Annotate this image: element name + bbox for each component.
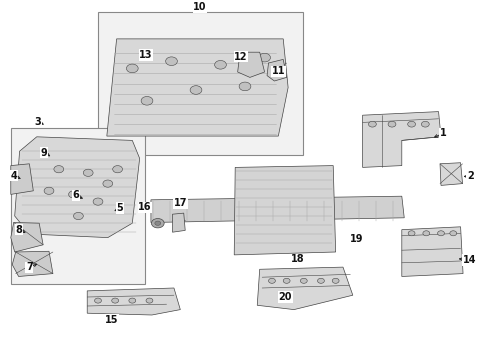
Polygon shape bbox=[440, 163, 463, 185]
Text: 3: 3 bbox=[35, 117, 42, 127]
Text: 12: 12 bbox=[234, 52, 248, 62]
Circle shape bbox=[93, 198, 103, 205]
Polygon shape bbox=[238, 52, 265, 77]
Circle shape bbox=[408, 121, 416, 127]
Polygon shape bbox=[151, 196, 404, 222]
Polygon shape bbox=[15, 137, 140, 238]
Text: 20: 20 bbox=[278, 292, 292, 302]
Polygon shape bbox=[11, 164, 33, 194]
Circle shape bbox=[95, 298, 101, 303]
Circle shape bbox=[126, 64, 138, 73]
Polygon shape bbox=[234, 166, 336, 255]
Circle shape bbox=[155, 221, 161, 225]
Circle shape bbox=[113, 166, 122, 173]
Text: 13: 13 bbox=[139, 50, 153, 60]
Polygon shape bbox=[107, 39, 288, 136]
Text: 1: 1 bbox=[440, 128, 447, 138]
Circle shape bbox=[421, 121, 429, 127]
Text: 11: 11 bbox=[271, 66, 285, 76]
Circle shape bbox=[450, 231, 457, 236]
Polygon shape bbox=[172, 213, 185, 232]
Circle shape bbox=[190, 86, 202, 94]
Polygon shape bbox=[257, 267, 353, 310]
Circle shape bbox=[423, 231, 430, 236]
Text: 6: 6 bbox=[73, 190, 79, 201]
Circle shape bbox=[69, 191, 78, 198]
Circle shape bbox=[332, 278, 339, 283]
Circle shape bbox=[269, 278, 275, 283]
Bar bbox=[98, 12, 303, 155]
Text: 8: 8 bbox=[15, 225, 22, 235]
Text: 2: 2 bbox=[467, 171, 474, 181]
Bar bbox=[11, 128, 145, 284]
Circle shape bbox=[141, 96, 153, 105]
Text: 4: 4 bbox=[10, 171, 17, 181]
Polygon shape bbox=[267, 59, 287, 81]
Polygon shape bbox=[11, 222, 43, 252]
Circle shape bbox=[438, 231, 444, 236]
Circle shape bbox=[259, 53, 270, 62]
Circle shape bbox=[318, 278, 324, 283]
Text: 18: 18 bbox=[291, 254, 305, 264]
Circle shape bbox=[74, 212, 83, 220]
Circle shape bbox=[166, 57, 177, 66]
Circle shape bbox=[300, 278, 307, 283]
Circle shape bbox=[408, 231, 415, 236]
Text: 15: 15 bbox=[105, 315, 119, 325]
Circle shape bbox=[215, 60, 226, 69]
Text: 9: 9 bbox=[41, 148, 48, 158]
Circle shape bbox=[239, 82, 251, 91]
Circle shape bbox=[112, 298, 119, 303]
Text: 5: 5 bbox=[117, 203, 123, 213]
Circle shape bbox=[388, 121, 396, 127]
Polygon shape bbox=[363, 112, 441, 167]
Circle shape bbox=[368, 121, 376, 127]
Text: 14: 14 bbox=[463, 255, 476, 265]
Circle shape bbox=[146, 298, 153, 303]
Circle shape bbox=[151, 219, 164, 228]
Polygon shape bbox=[12, 251, 53, 276]
Text: 19: 19 bbox=[350, 234, 364, 244]
Text: 7: 7 bbox=[26, 262, 33, 272]
Polygon shape bbox=[402, 227, 463, 276]
Text: 16: 16 bbox=[138, 202, 152, 212]
Text: 17: 17 bbox=[173, 198, 187, 208]
Circle shape bbox=[83, 169, 93, 176]
Circle shape bbox=[54, 166, 64, 173]
Circle shape bbox=[129, 298, 136, 303]
Text: 10: 10 bbox=[193, 2, 207, 12]
Circle shape bbox=[283, 278, 290, 283]
Circle shape bbox=[103, 180, 113, 187]
Polygon shape bbox=[87, 288, 180, 315]
Circle shape bbox=[44, 187, 54, 194]
